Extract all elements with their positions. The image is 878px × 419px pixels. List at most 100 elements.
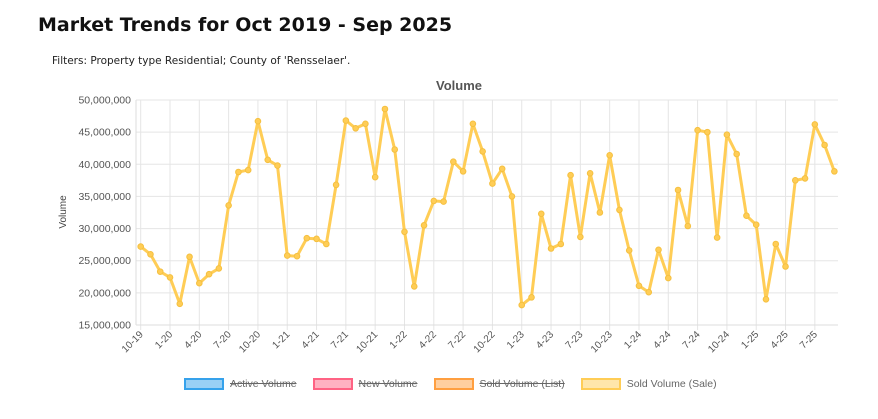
data-point[interactable] [518,301,526,309]
data-point[interactable] [547,245,555,252]
data-point[interactable] [196,279,203,287]
data-point[interactable] [440,198,447,205]
data-point[interactable] [537,210,545,218]
data-point[interactable] [401,228,408,236]
x-tick-label: 4-21 [300,329,322,351]
legend-item-new-volume[interactable]: New Volume [312,378,418,390]
data-point[interactable] [762,295,770,303]
x-tick-label: 10-20 [237,329,263,355]
x-tick-label: 7-24 [681,329,703,351]
data-point[interactable] [381,105,389,113]
y-ticks: 50,000,000 45,000,000 40,000,000 35,000,000… [78,95,131,332]
data-point[interactable] [801,175,809,182]
x-tick-label: 7-21 [329,329,351,351]
x-tick-label: 4-23 [534,329,556,351]
data-point[interactable] [694,126,701,134]
data-point[interactable] [274,162,281,169]
data-point[interactable] [752,221,760,229]
data-point[interactable] [479,148,486,155]
data-point[interactable] [156,268,164,275]
x-tick-label: 10-21 [354,329,380,355]
x-tick-label: 10-19 [120,329,146,355]
data-point[interactable] [791,177,799,184]
data-point[interactable] [577,233,584,241]
data-point[interactable] [303,234,311,242]
legend-item-sold-list[interactable]: Sold Volume (List) [433,378,565,390]
chart-title: Volume [436,78,482,93]
data-point[interactable] [450,158,457,166]
data-point[interactable] [293,252,301,260]
data-point[interactable] [215,265,223,272]
data-point[interactable] [469,120,477,128]
data-point[interactable] [371,173,379,181]
data-point[interactable] [596,209,604,216]
x-tick-label: 10-24 [706,329,732,355]
data-point[interactable] [723,131,731,139]
data-point[interactable] [635,282,643,290]
data-point[interactable] [674,186,682,194]
data-point[interactable] [508,193,516,200]
data-point[interactable] [391,146,399,153]
legend-item-sold-sale[interactable]: Sold Volume (Sale) [580,378,717,390]
data-point[interactable] [147,250,154,258]
data-point[interactable] [811,121,819,128]
data-point[interactable] [323,240,330,248]
legend: Active Volume New Volume Sold Volume (Li… [184,378,717,390]
data-point[interactable] [264,156,272,164]
x-tick-label: 1-20 [153,329,175,351]
data-point[interactable] [459,168,467,175]
swatch-sold-sale [580,378,621,390]
data-point[interactable] [684,222,692,230]
data-point[interactable] [420,222,428,229]
data-point[interactable] [342,117,350,124]
legend-item-active-volume[interactable]: Active Volume [184,378,297,390]
data-point[interactable] [645,288,653,296]
data-point[interactable] [166,274,174,281]
data-point[interactable] [362,120,369,128]
x-tick-label: 1-23 [505,329,527,351]
data-point[interactable] [137,243,144,250]
data-point[interactable] [664,274,672,282]
data-point[interactable] [567,171,574,179]
data-point[interactable] [528,294,535,301]
data-point[interactable] [733,150,740,158]
data-point[interactable] [186,253,193,261]
data-point[interactable] [782,263,789,270]
data-point[interactable] [606,151,613,159]
x-tick-label: 7-22 [446,329,468,351]
page-title: Market Trends for Oct 2019 - Sep 2025 [38,14,453,36]
data-point[interactable] [704,128,711,136]
data-point[interactable] [313,235,320,243]
data-point[interactable] [332,181,340,189]
x-tick-label: 4-25 [769,329,791,351]
data-point[interactable] [430,197,438,205]
data-point[interactable] [176,300,184,308]
grid [135,99,838,330]
data-point[interactable] [743,212,750,220]
data-point[interactable] [655,246,662,254]
data-point[interactable] [352,124,359,132]
data-point[interactable] [713,234,721,241]
y-tick-label: 35,000,000 [78,191,131,203]
data-point[interactable] [489,180,496,187]
legend-label: Sold Volume (Sale) [626,378,717,390]
x-tick-label: 7-20 [212,329,234,351]
data-point[interactable] [244,166,252,174]
data-point[interactable] [205,270,213,278]
data-point[interactable] [557,240,565,248]
data-point[interactable] [821,141,828,149]
data-point[interactable] [225,202,232,209]
data-point[interactable] [831,168,838,175]
data-point[interactable] [616,206,623,214]
data-point[interactable] [625,247,633,254]
data-point[interactable] [410,283,418,290]
y-tick-label: 15,000,000 [78,320,131,332]
data-point[interactable] [772,240,780,248]
x-ticks: 10-19 1-20 4-20 7-20 10-20 1-21 4-21 7-21 10-21 1… [120,329,820,355]
data-point[interactable] [254,117,262,125]
data-point[interactable] [235,168,242,176]
y-tick-label: 50,000,000 [78,95,131,107]
data-point[interactable] [283,252,291,259]
data-point[interactable] [586,169,594,177]
data-point[interactable] [498,165,506,173]
